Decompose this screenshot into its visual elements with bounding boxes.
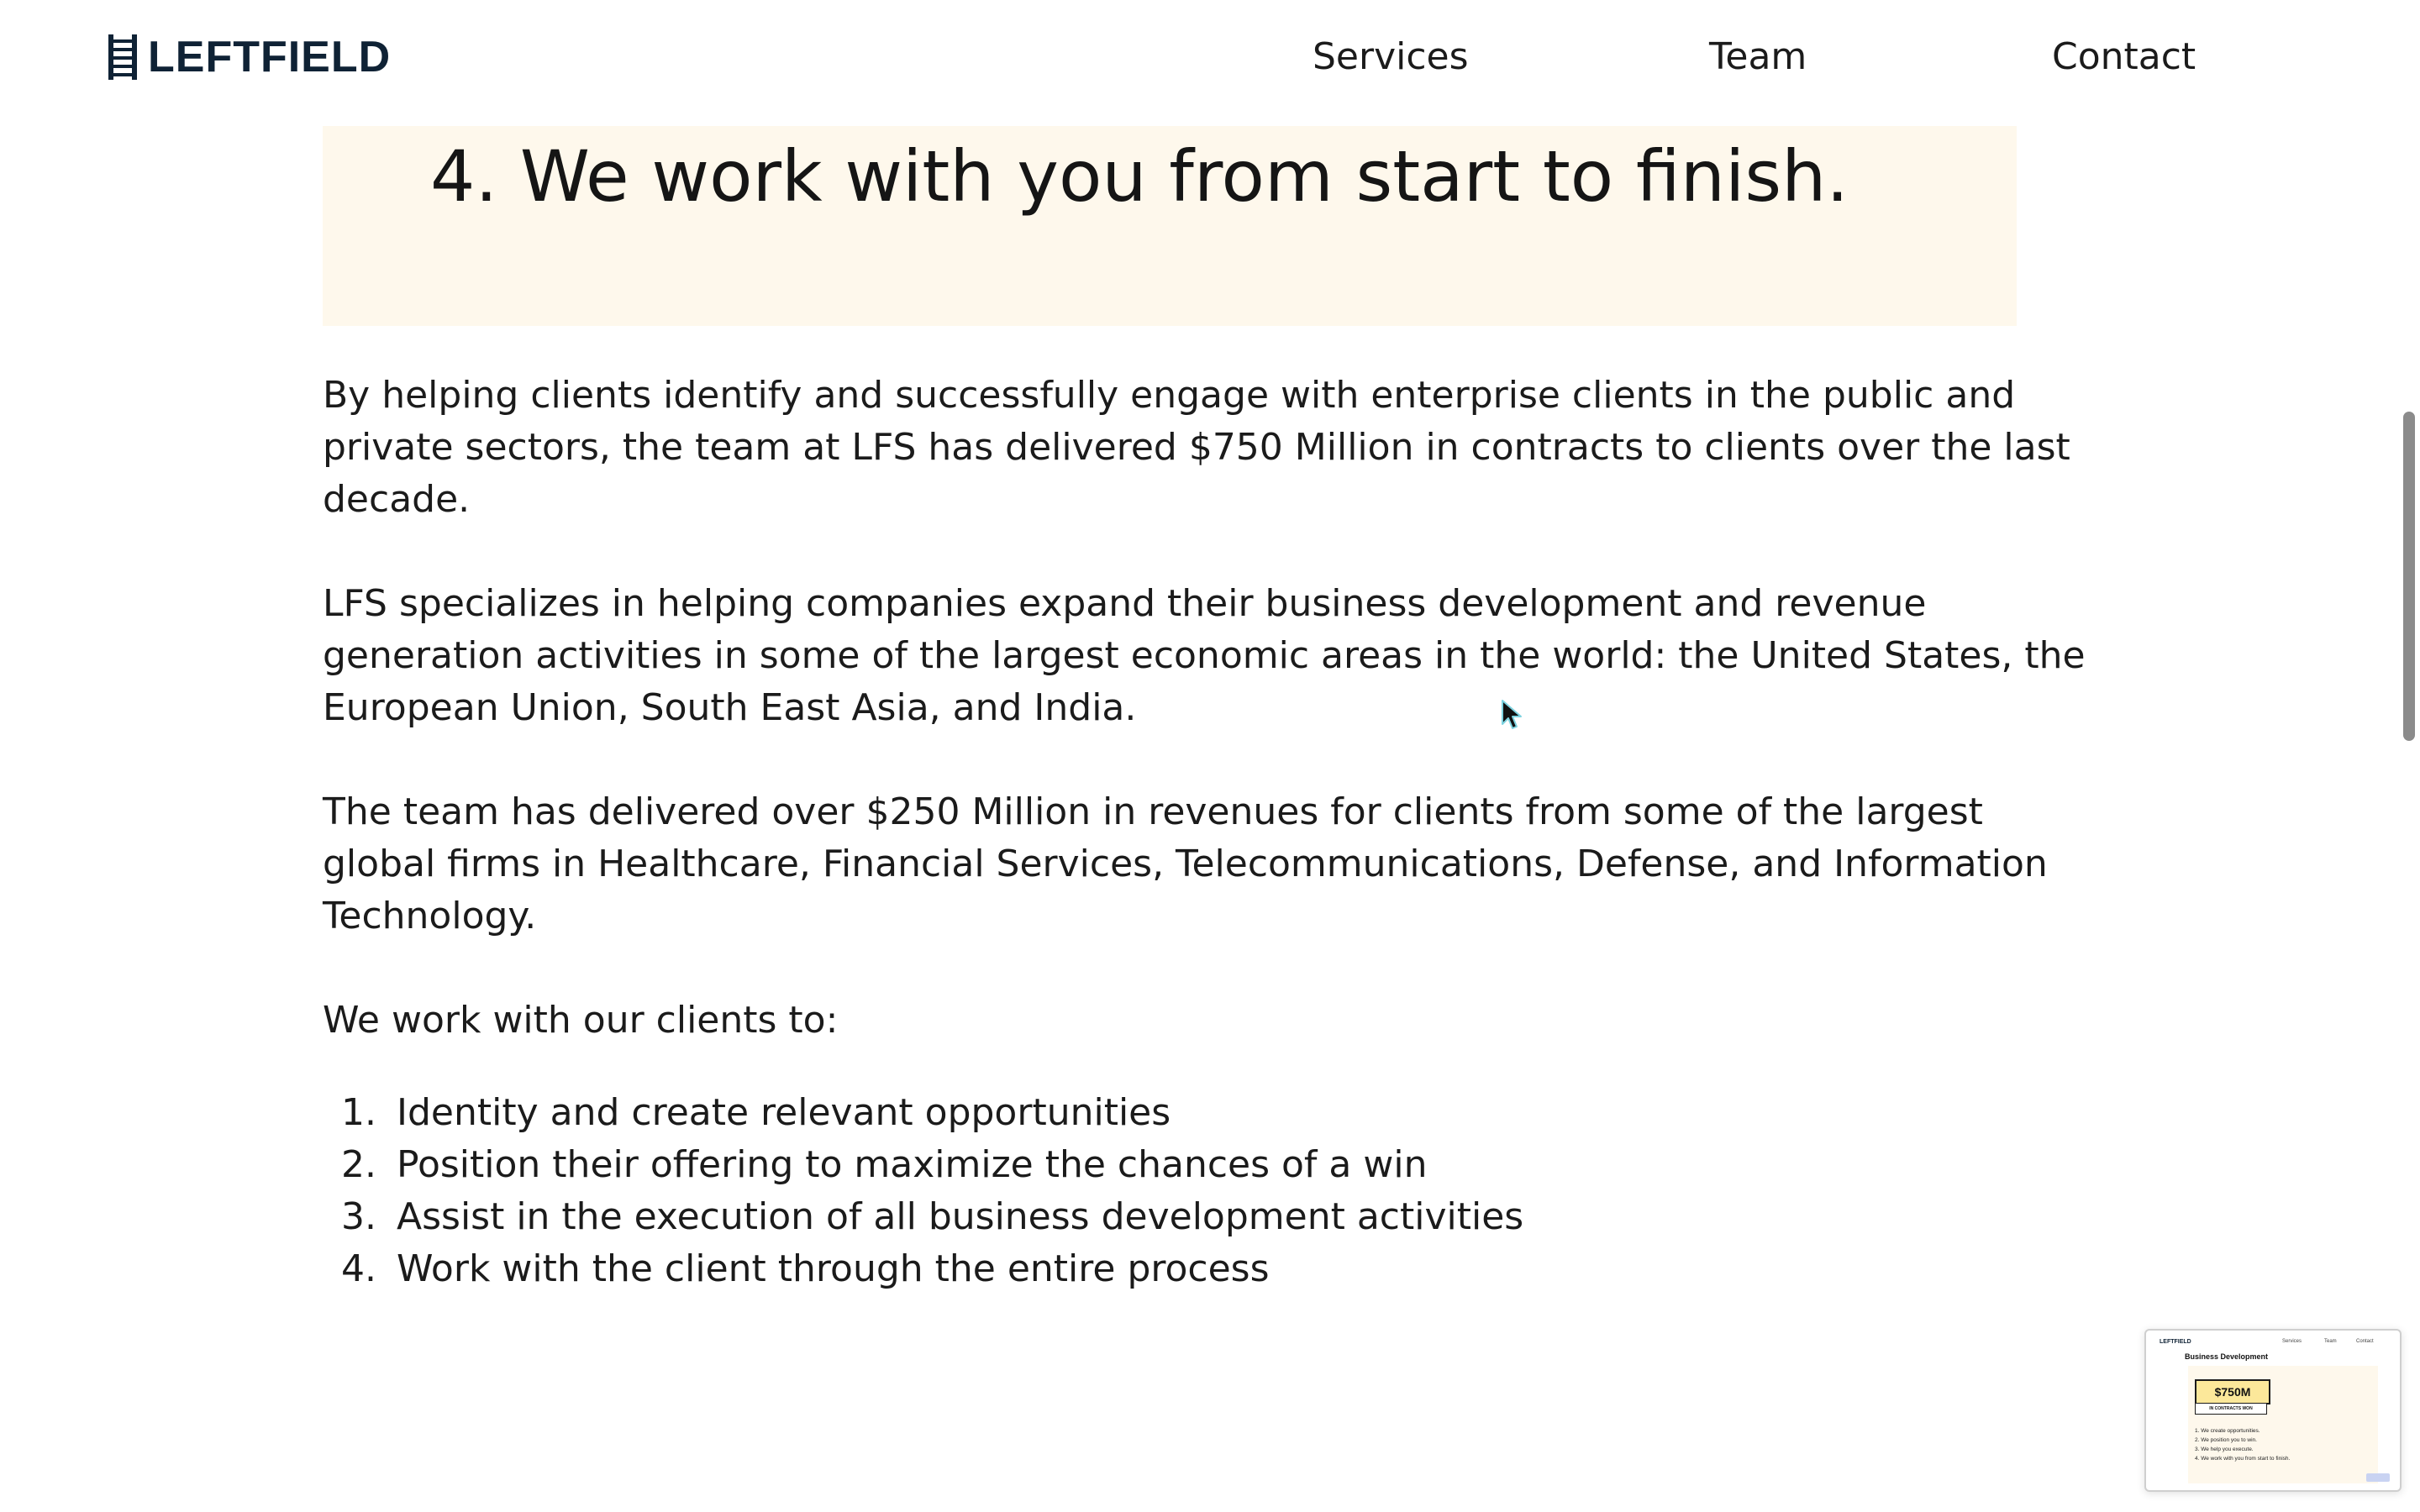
thumbnail-corner-button <box>2366 1473 2390 1482</box>
list-item: 3. Assist in the execution of all busine… <box>323 1191 2104 1243</box>
nav-contact[interactable]: Contact <box>2052 35 2196 78</box>
list-item: 2. Position their offering to maximize t… <box>323 1139 2104 1191</box>
thumbnail-list-item: 4. We work with you from start to finish… <box>2195 1456 2291 1462</box>
thumbnail-badge: $750M <box>2195 1379 2270 1404</box>
step-text: Assist in the execution of all business … <box>397 1195 1524 1238</box>
ladder-icon <box>108 34 137 80</box>
paragraph-regions: LFS specializes in helping companies exp… <box>323 582 2086 729</box>
thumbnail-nav-services: Services <box>2282 1339 2302 1344</box>
step-number: 1. <box>341 1091 376 1134</box>
scrollbar-thumb[interactable] <box>2403 412 2415 741</box>
step-text: Identity and create relevant opportuniti… <box>397 1091 1171 1134</box>
thumbnail-logo: LEFTFIELD <box>2160 1339 2191 1345</box>
thumbnail-list: 1. We create opportunities. 2. We positi… <box>2195 1426 2290 1463</box>
highlight-card: 4. We work with you from start to finish… <box>323 126 2017 326</box>
thumbnail-list-item: 2. We position you to win. <box>2195 1437 2257 1443</box>
step-text: Position their offering to maximize the … <box>397 1143 1428 1186</box>
scrollbar-track[interactable] <box>2396 0 2420 1512</box>
paragraph-contracts: By helping clients identify and successf… <box>323 374 2070 521</box>
nav-team[interactable]: Team <box>1709 35 1807 78</box>
step-number: 4. <box>341 1247 376 1290</box>
list-intro: We work with our clients to: <box>323 999 839 1042</box>
thumbnail-content: LEFTFIELD Services Team Contact Business… <box>2146 1331 2400 1490</box>
step-number: 3. <box>341 1195 376 1238</box>
step-text: Work with the client through the entire … <box>397 1247 1270 1290</box>
logo-text: LEFTFIELD <box>148 33 392 81</box>
logo[interactable]: LEFTFIELD <box>106 32 391 82</box>
highlight-heading: 4. We work with you from start to finish… <box>430 135 1849 218</box>
thumbnail-nav-team: Team <box>2324 1339 2337 1344</box>
list-item: 4. Work with the client through the enti… <box>323 1243 2104 1295</box>
thumbnail-title: Business Development <box>2185 1352 2269 1361</box>
thumbnail-list-item: 3. We help you execute. <box>2195 1446 2254 1452</box>
thumbnail-nav-contact: Contact <box>2356 1339 2374 1344</box>
step-number: 2. <box>341 1143 376 1186</box>
steps-list: 1. Identity and create relevant opportun… <box>323 1087 2104 1295</box>
page-thumbnail-preview[interactable]: LEFTFIELD Services Team Contact Business… <box>2144 1329 2402 1492</box>
thumbnail-list-item: 1. We create opportunities. <box>2195 1428 2260 1434</box>
main-content: By helping clients identify and successf… <box>323 370 2104 1295</box>
paragraph-revenues: The team has delivered over $250 Million… <box>323 790 2048 937</box>
thumbnail-badge-subtitle: IN CONTRACTS WON <box>2195 1403 2267 1415</box>
nav-services[interactable]: Services <box>1313 35 1469 78</box>
list-item: 1. Identity and create relevant opportun… <box>323 1087 2104 1139</box>
site-header: LEFTFIELD Services Team Contact <box>0 0 2420 118</box>
mouse-pointer-icon <box>1502 700 1522 729</box>
